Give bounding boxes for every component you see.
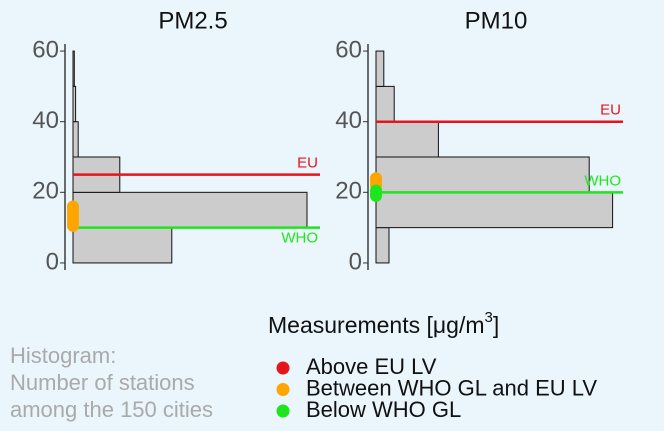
- bar: [72, 227, 173, 264]
- reference-label: WHO: [281, 230, 318, 247]
- reference-label: EU: [297, 155, 318, 172]
- legend-label: Below WHO GL: [306, 397, 461, 422]
- bar: [375, 85, 395, 123]
- legend-title: Measurements [μg/m3]: [268, 309, 499, 338]
- legend-swatch: [276, 361, 290, 375]
- legend-swatch: [276, 404, 290, 418]
- y-tick-label: 20: [335, 178, 362, 205]
- bar: [72, 50, 75, 87]
- y-tick-label: 60: [335, 36, 362, 63]
- bar: [72, 85, 77, 123]
- measurement-point: [370, 184, 382, 197]
- note-line: Number of stations: [10, 370, 195, 395]
- bar: [72, 121, 79, 158]
- y-tick-label: 0: [349, 248, 362, 275]
- y-tick-label: 60: [32, 36, 59, 63]
- bar: [375, 50, 385, 87]
- bar: [375, 121, 439, 158]
- bar: [375, 227, 390, 264]
- legend-swatch: [276, 383, 290, 396]
- y-tick-label: 40: [335, 107, 362, 134]
- bar: [375, 156, 590, 193]
- legend-label: Above EU LV: [306, 354, 437, 379]
- reference-label: WHO: [584, 172, 621, 189]
- bar: [72, 191, 308, 229]
- note-line: Histogram:: [10, 343, 116, 368]
- measurement-point: [67, 200, 79, 213]
- y-tick-label: 0: [46, 248, 59, 275]
- bar: [375, 191, 614, 229]
- legend-title-end: ]: [493, 312, 499, 338]
- legend-label: Between WHO GL and EU LV: [306, 375, 597, 400]
- y-tick-label: 40: [32, 107, 59, 134]
- chart-title: PM2.5: [158, 7, 227, 34]
- chart-title: PM10: [465, 7, 528, 34]
- legend-title-sup: 3: [485, 309, 493, 326]
- y-tick-label: 20: [32, 178, 59, 205]
- measurement-point: [370, 172, 382, 185]
- note-line: among the 150 cities: [10, 397, 213, 422]
- reference-label: EU: [600, 102, 621, 119]
- legend-title-text: Measurements [μg/m: [268, 312, 485, 338]
